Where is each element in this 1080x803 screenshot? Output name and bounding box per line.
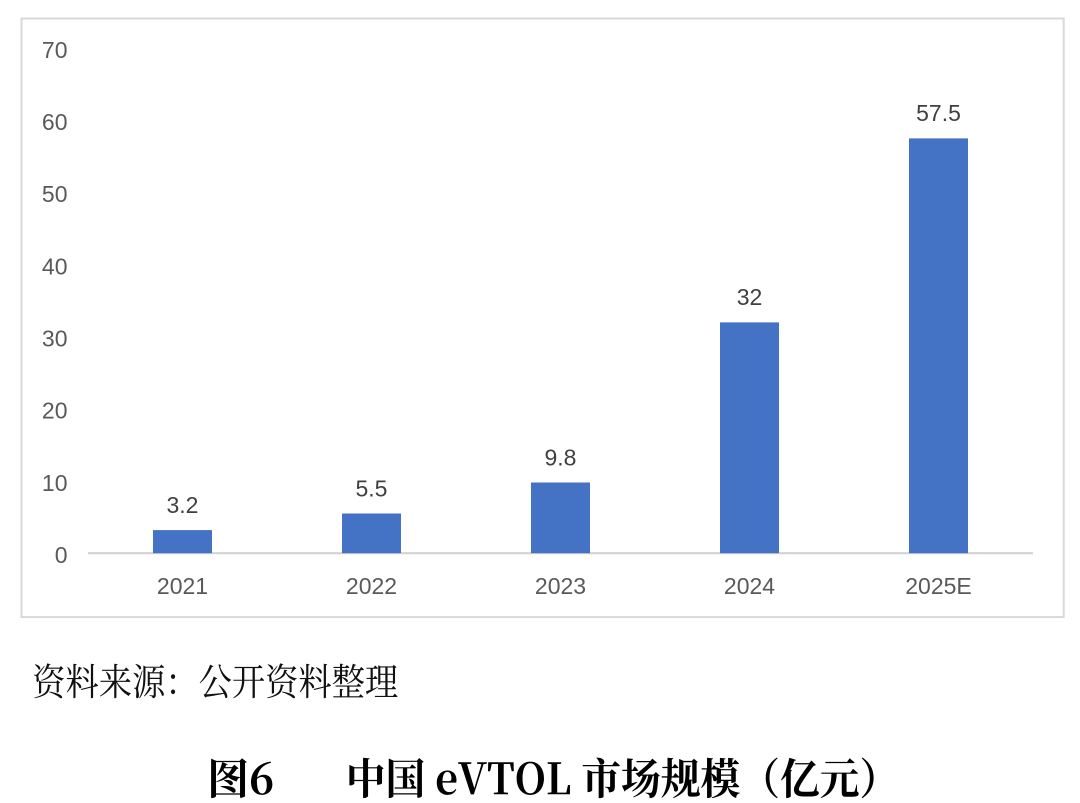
- svg-text:2023: 2023: [535, 573, 586, 599]
- svg-text:2021: 2021: [157, 573, 208, 599]
- svg-text:40: 40: [42, 253, 68, 279]
- svg-text:70: 70: [42, 37, 68, 63]
- svg-text:2022: 2022: [346, 573, 397, 599]
- svg-text:30: 30: [42, 326, 68, 352]
- svg-text:20: 20: [42, 398, 68, 424]
- svg-text:10: 10: [42, 470, 68, 496]
- svg-text:9.8: 9.8: [545, 444, 577, 470]
- svg-text:0: 0: [55, 542, 68, 568]
- svg-text:57.5: 57.5: [916, 100, 961, 126]
- svg-text:5.5: 5.5: [356, 475, 388, 501]
- svg-text:50: 50: [42, 181, 68, 207]
- svg-text:32: 32: [737, 284, 763, 310]
- svg-text:60: 60: [42, 109, 68, 135]
- svg-text:2025E: 2025E: [905, 573, 972, 599]
- svg-text:3.2: 3.2: [167, 492, 199, 518]
- svg-text:2024: 2024: [724, 573, 775, 599]
